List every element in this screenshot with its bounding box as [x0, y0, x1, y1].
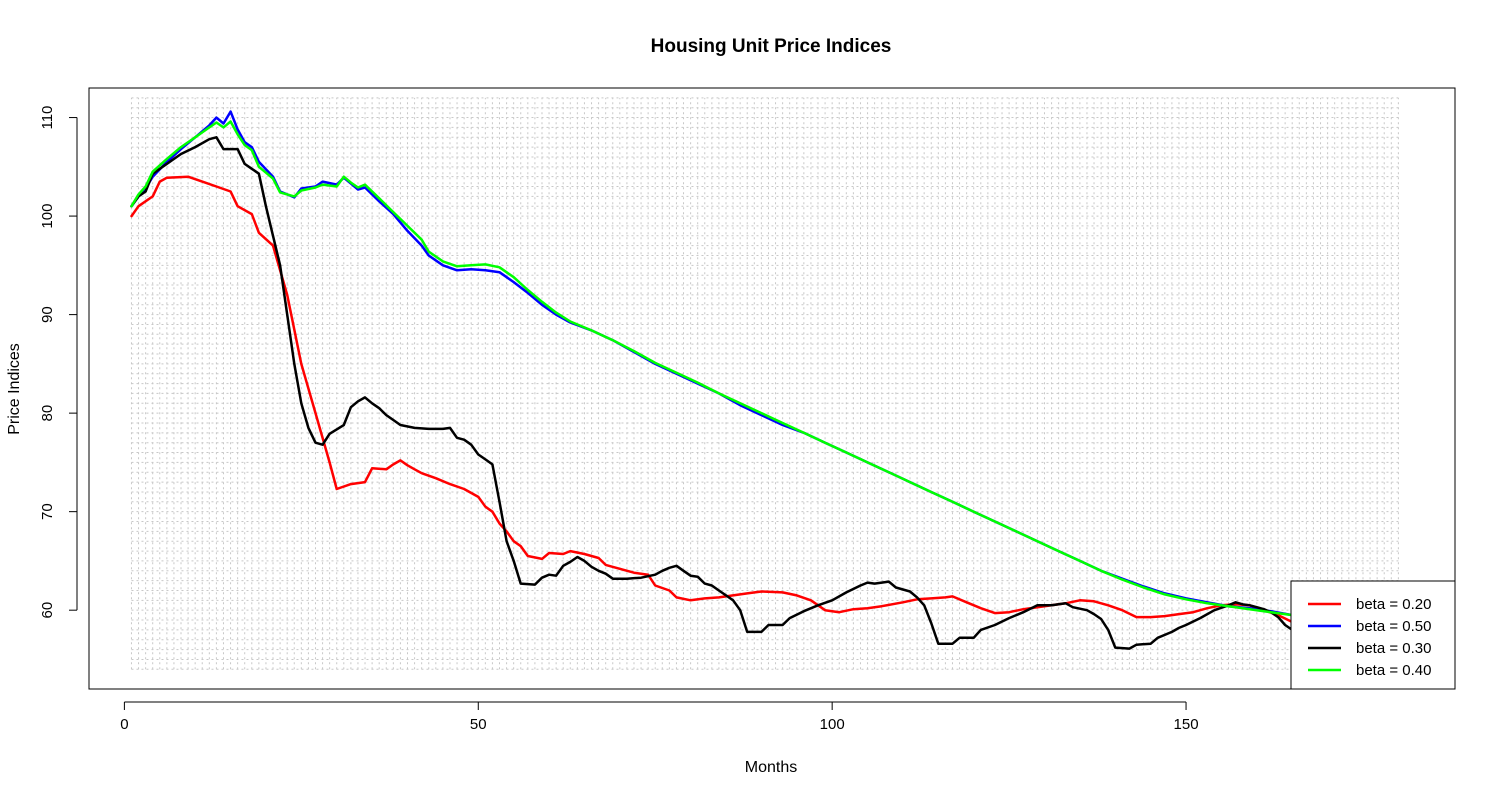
series-line-3	[130, 136, 1294, 650]
axes: 0 50 100 150 60 70 80 90 100 110	[39, 106, 1199, 733]
x-axis-label: Months	[745, 759, 797, 776]
x-tick-label: 150	[1174, 716, 1199, 733]
series-group	[130, 110, 1294, 650]
legend: beta = 0.20 beta = 0.50 beta = 0.30 beta = …	[1290, 580, 1456, 690]
legend-label-1: beta = 0.20	[1356, 596, 1431, 613]
series-line-4	[130, 120, 1294, 617]
y-tick-label: 70	[39, 503, 56, 520]
y-tick-label: 110	[39, 106, 56, 130]
legend-label-2: beta = 0.50	[1356, 618, 1431, 635]
legend-label-3: beta = 0.30	[1356, 640, 1431, 657]
series-line-1	[130, 175, 1294, 624]
x-tick-label: 0	[120, 716, 128, 733]
y-tick-label: 60	[39, 602, 56, 619]
chart-title: Housing Unit Price Indices	[651, 36, 892, 57]
x-tick-label: 100	[820, 716, 845, 733]
y-tick-label: 100	[39, 204, 56, 229]
y-tick-label: 80	[39, 405, 56, 422]
y-tick-label: 90	[39, 306, 56, 323]
y-axis-label: Price Indices	[6, 343, 23, 435]
legend-label-4: beta = 0.40	[1356, 662, 1431, 679]
x-tick-label: 50	[470, 716, 487, 733]
plot-frame	[88, 87, 1456, 690]
